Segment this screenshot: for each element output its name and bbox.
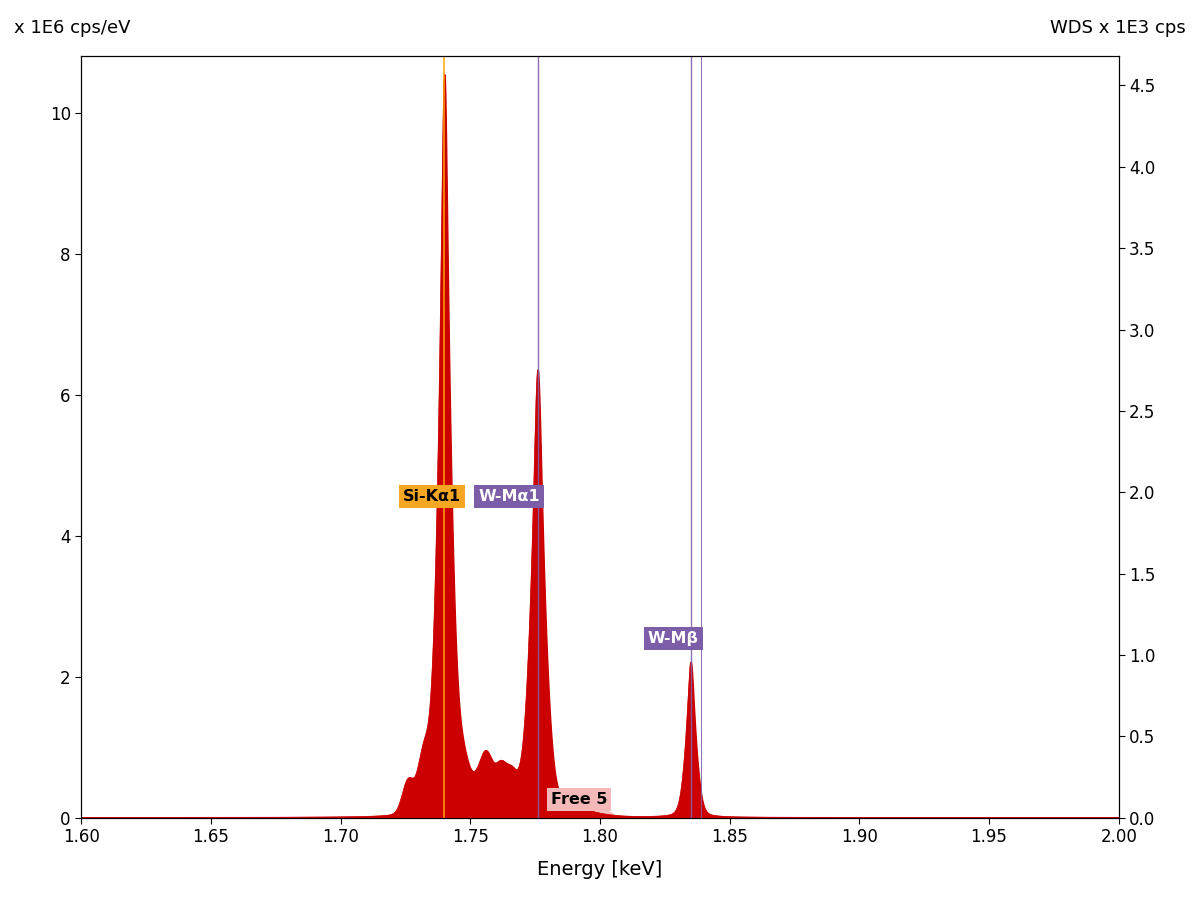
Text: W-Mβ: W-Mβ [648,631,698,645]
Text: W-Mα1: W-Mα1 [478,490,540,505]
Text: WDS x 1E3 cps: WDS x 1E3 cps [1050,19,1186,37]
Text: x 1E6 cps/eV: x 1E6 cps/eV [14,19,131,37]
Text: Free 5: Free 5 [551,792,607,807]
X-axis label: Energy [keV]: Energy [keV] [538,860,662,879]
Text: Si-Kα1: Si-Kα1 [403,490,461,505]
